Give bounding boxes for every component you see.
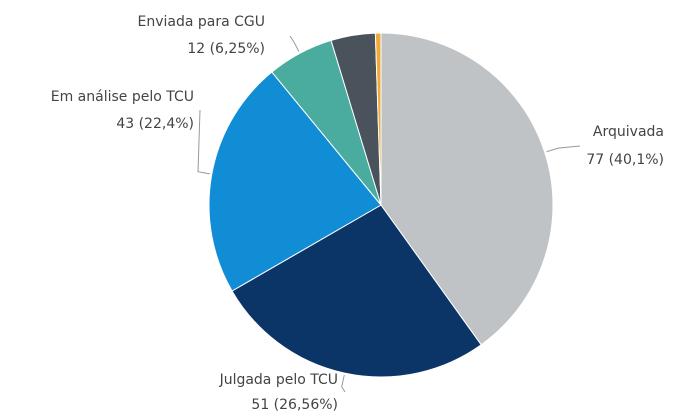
slice-label: Enviada para CGU bbox=[137, 14, 265, 30]
slice-value-label: 77 (40,1%) bbox=[586, 152, 664, 168]
leader-line bbox=[546, 145, 581, 153]
slice-value-label: 51 (26,56%) bbox=[251, 397, 338, 413]
slice-label: Arquivada bbox=[593, 124, 664, 140]
pie-slice bbox=[208, 71, 382, 292]
pie-slice bbox=[380, 32, 554, 346]
pie-slice bbox=[231, 204, 482, 378]
slice-label: Julgada pelo TCU bbox=[219, 372, 338, 388]
slice-value-label: 12 (6,25%) bbox=[187, 41, 265, 57]
leader-line bbox=[197, 109, 210, 175]
pie-slice bbox=[374, 32, 382, 206]
leader-line bbox=[341, 374, 346, 393]
slice-label: Em análise pelo TCU bbox=[51, 89, 194, 105]
leader-line bbox=[289, 35, 300, 52]
slice-value-label: 43 (22,4%) bbox=[116, 116, 194, 132]
